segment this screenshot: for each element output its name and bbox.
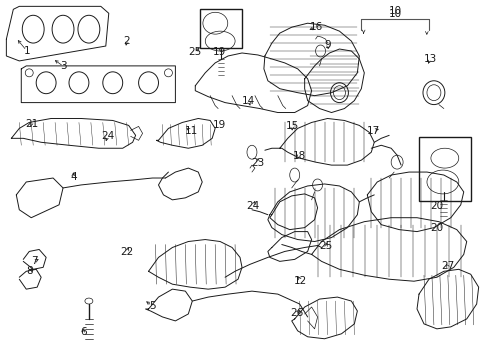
Text: 1: 1: [23, 46, 30, 56]
Text: 23: 23: [251, 158, 264, 168]
Text: 10: 10: [388, 6, 401, 17]
Text: 16: 16: [309, 22, 323, 32]
Text: 3: 3: [60, 62, 67, 71]
Text: 24: 24: [246, 201, 259, 211]
Text: 7: 7: [31, 256, 38, 266]
Text: 22: 22: [120, 247, 133, 257]
Text: 18: 18: [292, 151, 305, 161]
Text: 20: 20: [429, 222, 442, 233]
Text: 26: 26: [290, 308, 303, 318]
Text: 19: 19: [212, 121, 225, 130]
Text: 4: 4: [70, 172, 77, 182]
Text: 5: 5: [148, 301, 155, 311]
Text: 6: 6: [80, 327, 86, 337]
Text: 14: 14: [241, 96, 255, 106]
Text: 13: 13: [423, 54, 436, 64]
Text: 8: 8: [26, 266, 33, 276]
Text: 21: 21: [25, 118, 38, 129]
Text: 24: 24: [101, 131, 114, 141]
Text: 17: 17: [366, 126, 379, 136]
Text: 11: 11: [184, 126, 197, 136]
Text: 10: 10: [388, 9, 401, 19]
Text: 2: 2: [123, 36, 130, 46]
Bar: [418, 137, 469, 202]
Text: 12: 12: [293, 276, 306, 286]
Text: 25: 25: [319, 241, 332, 251]
Text: 15: 15: [285, 121, 298, 131]
Text: 25: 25: [188, 47, 201, 57]
Text: 9: 9: [324, 40, 331, 50]
Text: 19: 19: [212, 47, 225, 57]
Text: 27: 27: [440, 261, 453, 271]
Text: 20: 20: [429, 201, 442, 211]
Bar: [200, 9, 242, 48]
